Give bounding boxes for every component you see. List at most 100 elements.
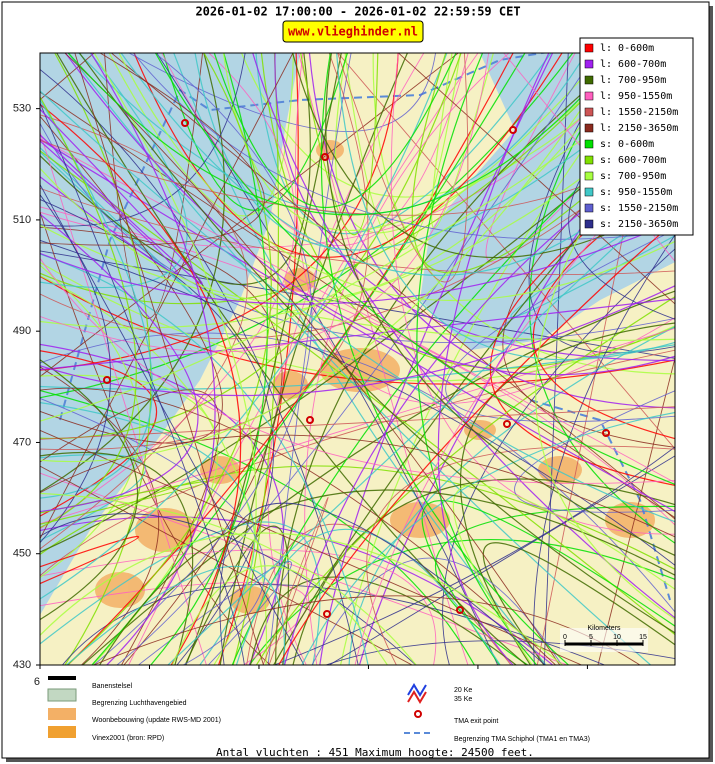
- flight-track: [235, 528, 501, 665]
- flight-track: [390, 53, 675, 535]
- y-tick-label: 450: [13, 548, 31, 560]
- title: 2026-01-02 17:00:00 - 2026-01-02 22:59:5…: [195, 5, 520, 19]
- flight-track: [274, 53, 675, 362]
- y-tick-label: 490: [13, 325, 31, 337]
- flight-track: [40, 98, 153, 499]
- flight-track: [40, 53, 296, 530]
- flight-track: [40, 110, 675, 553]
- flight-track: [67, 53, 652, 665]
- legend-label: l: 700-950m: [600, 75, 666, 86]
- key-text: Woonbebouwing (update RWS-MD 2001): [92, 717, 221, 724]
- flight-track: [320, 53, 570, 665]
- flight-track: [66, 53, 272, 665]
- flight-track: [154, 53, 675, 486]
- legend-label: l: 1550-2150m: [600, 107, 678, 118]
- y-tick-label: 530: [13, 103, 31, 115]
- flight-track: [40, 53, 459, 378]
- key-airport-swatch: [47, 688, 77, 702]
- flight-track: [40, 298, 675, 371]
- flight-track: [337, 53, 469, 283]
- key-text: TMA exit point: [454, 718, 498, 725]
- flight-track: [74, 53, 264, 665]
- flight-track: [40, 138, 675, 484]
- flight-track: [108, 53, 294, 217]
- legend-box: [579, 37, 694, 236]
- flight-track: [161, 53, 469, 246]
- legend-swatch: [584, 171, 594, 181]
- key-text: 20 Ke: [454, 687, 472, 694]
- scale-label: Kilometers: [587, 625, 621, 632]
- flight-track: [137, 561, 292, 665]
- legend-label: l: 2150-3650m: [600, 123, 678, 134]
- flight-track: [185, 53, 342, 665]
- legend-swatch: [584, 59, 594, 69]
- flight-track: [40, 454, 147, 541]
- flight-track: [40, 387, 557, 665]
- flight-track: [93, 53, 257, 665]
- flight-track: [40, 275, 675, 385]
- flight-track: [65, 565, 286, 665]
- key-20ke-swatch: [407, 683, 427, 697]
- flight-track: [213, 53, 457, 208]
- flight-track: [255, 53, 552, 235]
- legend-label: s: 2150-3650m: [600, 219, 678, 230]
- flight-track: [98, 489, 675, 665]
- key-vinex-swatch: [48, 726, 76, 738]
- y-tick-label: 430: [13, 659, 31, 671]
- flight-track: [40, 213, 199, 513]
- flight-track: [40, 53, 95, 101]
- tma-exit-points: [103, 119, 610, 618]
- flight-track: [328, 455, 675, 665]
- flight-track: [40, 187, 675, 275]
- flight-track: [40, 239, 675, 566]
- legend-label: s: 700-950m: [600, 171, 666, 182]
- flight-track: [184, 525, 290, 665]
- flight-track: [40, 406, 675, 440]
- legend-label: s: 1550-2150m: [600, 203, 678, 214]
- flight-track: [249, 576, 518, 665]
- key-text: Begrenzing TMA Schiphol (TMA1 en TMA3): [454, 736, 590, 743]
- map-border: [39, 52, 676, 666]
- y-tick-label: 510: [13, 214, 31, 226]
- flight-track: [40, 253, 369, 665]
- flight-track: [40, 101, 245, 665]
- flight-track: [133, 53, 563, 258]
- banner-box: [282, 20, 424, 43]
- flight-track: [459, 322, 675, 665]
- key-panel: [40, 672, 675, 745]
- flight-track: [40, 150, 675, 636]
- flight-track: [40, 521, 321, 665]
- flight-track: [262, 496, 329, 665]
- legend-swatch: [584, 107, 594, 117]
- flight-track: [40, 402, 256, 665]
- flight-track: [40, 140, 179, 275]
- flight-track: [416, 53, 538, 665]
- legend-swatch: [584, 139, 594, 149]
- flight-track: [128, 53, 436, 132]
- legend-label: s: 600-700m: [600, 155, 666, 166]
- flight-track: [482, 542, 675, 665]
- flight-track: [40, 53, 399, 371]
- key-text: Vinex2001 (bron: RPD): [92, 735, 164, 742]
- flight-track: [275, 53, 631, 665]
- flight-track: [278, 219, 675, 665]
- flight-track: [273, 446, 675, 665]
- flight-track: [40, 53, 638, 303]
- scale-tick-label: 5: [589, 634, 593, 641]
- flight-track: [40, 429, 583, 665]
- legend-swatch: [584, 75, 594, 85]
- legend-label: l: 950-1550m: [600, 91, 672, 102]
- legend-swatch: [584, 123, 594, 133]
- legend-swatch: [584, 187, 594, 197]
- banner: www.vlieghinder.nl: [288, 25, 418, 39]
- flight-track: [40, 513, 417, 665]
- legend-swatch: [584, 155, 594, 165]
- footer: Antal vluchten : 451 Maximum hoogte: 245…: [216, 746, 534, 759]
- y-tick-label: 470: [13, 436, 31, 448]
- legend-swatch: [584, 43, 594, 53]
- legend-swatch: [584, 219, 594, 229]
- flight-track: [194, 53, 675, 251]
- flight-track: [40, 492, 417, 665]
